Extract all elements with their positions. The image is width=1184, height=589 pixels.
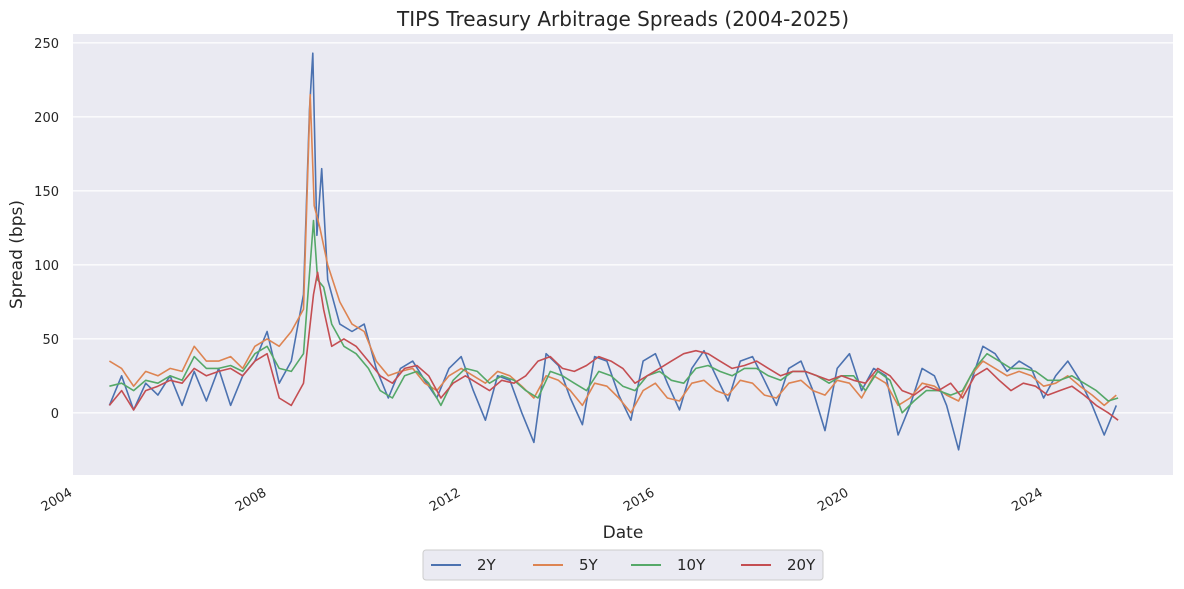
legend: 2Y 5Y 10Y 20Y: [422, 549, 824, 581]
x-tick-label: 2012: [427, 485, 463, 515]
legend-box: [422, 549, 824, 581]
y-tick-label: 200: [34, 111, 59, 126]
y-tick-label: 0: [51, 407, 59, 422]
plot-area: [73, 34, 1173, 475]
y-tick-label: 250: [34, 37, 59, 52]
y-tick-label: 50: [42, 333, 59, 348]
legend-label: 20Y: [787, 556, 816, 574]
series-line-2y: [108, 52, 1118, 451]
x-tick-label: 2016: [621, 485, 657, 515]
legend-label: 10Y: [677, 556, 706, 574]
x-axis-label: Date: [603, 523, 644, 543]
chart-title: TIPS Treasury Arbitrage Spreads (2004-20…: [396, 7, 849, 31]
series-line-10y: [109, 219, 1119, 414]
x-tick-label: 2024: [1009, 485, 1045, 515]
x-axis-ticks: 2004 2008 2012 2016 2020 2024: [39, 485, 1046, 515]
y-axis-label: Spread (bps): [7, 200, 27, 309]
y-tick-label: 150: [34, 185, 59, 200]
y-tick-label: 100: [34, 259, 59, 274]
legend-label: 2Y: [477, 556, 497, 574]
x-tick-label: 2020: [815, 485, 851, 515]
y-axis-ticks: 0 50 100 150 200 250: [34, 37, 59, 422]
legend-label: 5Y: [579, 556, 599, 574]
grid-lines: [73, 42, 1173, 414]
x-tick-label: 2008: [233, 485, 269, 515]
x-tick-label: 2004: [39, 485, 75, 515]
series-lines: [108, 52, 1119, 451]
series-line-20y: [108, 271, 1119, 421]
